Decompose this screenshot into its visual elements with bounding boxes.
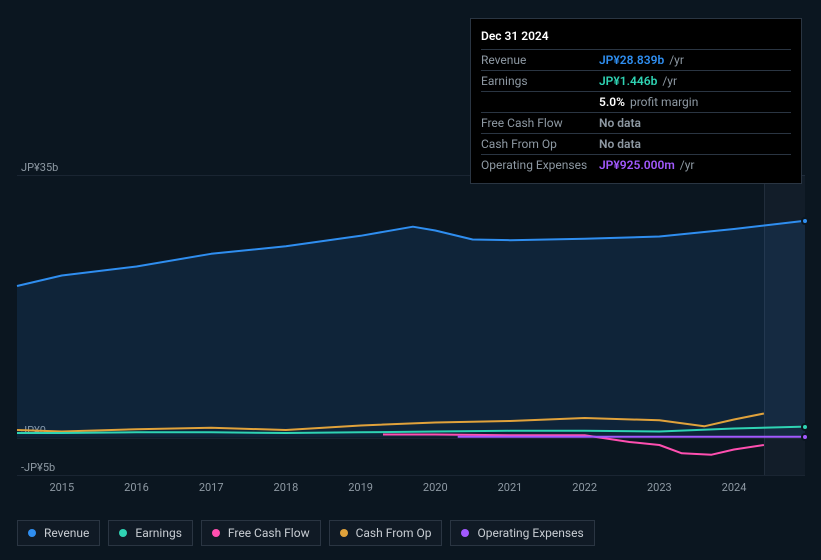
x-axis-label: 2015 [49, 481, 74, 494]
legend-item-cash-from-op[interactable]: Cash From Op [329, 520, 443, 546]
tooltip-label [481, 95, 599, 109]
gridline [17, 475, 805, 476]
legend-item-revenue[interactable]: Revenue [17, 520, 100, 546]
legend-item-operating-expenses[interactable]: Operating Expenses [450, 520, 594, 546]
chart-svg [17, 175, 805, 475]
tooltip-label: Earnings [481, 74, 599, 88]
tooltip-row: 5.0% profit margin [481, 91, 791, 112]
x-axis-label: 2018 [274, 481, 299, 494]
legend-label: Cash From Op [356, 526, 432, 540]
legend-dot-icon [119, 529, 127, 537]
legend-label: Free Cash Flow [228, 526, 310, 540]
legend-dot-icon [340, 529, 348, 537]
series-end-dot [801, 433, 809, 441]
tooltip-row: Free Cash FlowNo data [481, 112, 791, 133]
tooltip-label: Operating Expenses [481, 158, 599, 172]
financials-chart: JP¥35bJP¥0-JP¥5b 20152016201720182019202… [17, 160, 805, 480]
tooltip-label: Cash From Op [481, 137, 599, 151]
tooltip-row: EarningsJP¥1.446b /yr [481, 70, 791, 91]
legend-item-earnings[interactable]: Earnings [108, 520, 193, 546]
chart-legend: Revenue Earnings Free Cash Flow Cash From O… [17, 520, 595, 546]
tooltip-row: Cash From OpNo data [481, 133, 791, 154]
legend-item-free-cash-flow[interactable]: Free Cash Flow [201, 520, 321, 546]
tooltip-value: No data [599, 116, 791, 130]
legend-dot-icon [212, 529, 220, 537]
chart-tooltip: Dec 31 2024 RevenueJP¥28.839b /yrEarning… [470, 18, 802, 184]
legend-label: Revenue [44, 526, 89, 540]
series-end-dot [801, 423, 809, 431]
x-axis-label: 2022 [572, 481, 597, 494]
x-axis-label: 2020 [423, 481, 448, 494]
x-axis-label: 2021 [498, 481, 523, 494]
tooltip-value: JP¥925.000m /yr [599, 158, 791, 172]
legend-label: Earnings [135, 526, 182, 540]
x-axis-label: 2016 [124, 481, 149, 494]
x-axis-label: 2024 [722, 481, 747, 494]
legend-dot-icon [461, 529, 469, 537]
series-end-dot [801, 217, 809, 225]
x-axis-label: 2023 [647, 481, 672, 494]
series-area-revenue [17, 221, 805, 438]
tooltip-value: No data [599, 137, 791, 151]
x-axis-label: 2017 [199, 481, 224, 494]
tooltip-value: JP¥28.839b /yr [599, 53, 791, 67]
tooltip-label: Free Cash Flow [481, 116, 599, 130]
tooltip-label: Revenue [481, 53, 599, 67]
tooltip-row: RevenueJP¥28.839b /yr [481, 49, 791, 70]
tooltip-row: Operating ExpensesJP¥925.000m /yr [481, 154, 791, 175]
legend-label: Operating Expenses [477, 526, 583, 540]
y-axis-label: JP¥35b [21, 161, 58, 174]
tooltip-value: 5.0% profit margin [599, 95, 791, 109]
tooltip-date: Dec 31 2024 [481, 25, 791, 49]
tooltip-value: JP¥1.446b /yr [599, 74, 791, 88]
x-axis-label: 2019 [348, 481, 373, 494]
legend-dot-icon [28, 529, 36, 537]
